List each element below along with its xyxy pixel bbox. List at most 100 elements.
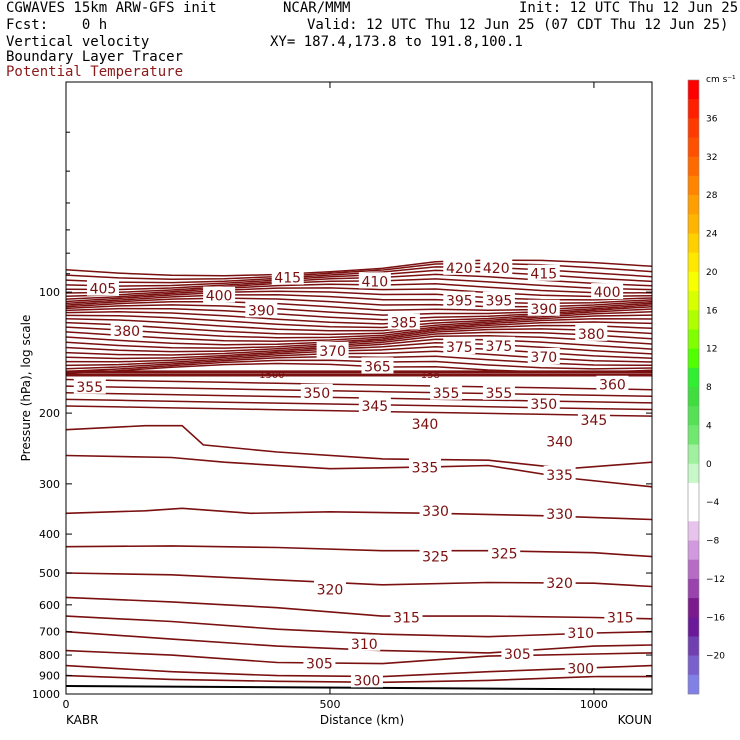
- theta-contour-line: [65, 317, 653, 336]
- contour-label: 315: [607, 610, 634, 626]
- contour-label: 310: [567, 626, 594, 642]
- contour-label-bg: [443, 338, 476, 355]
- theta-contour-line: [65, 385, 653, 398]
- contour-label: 390: [248, 303, 275, 319]
- org-label: NCAR/MMM: [283, 0, 351, 16]
- colorbar-swatch: [688, 617, 699, 637]
- colorbar-label: −20: [706, 652, 725, 662]
- contour-label-bg: [73, 377, 106, 394]
- contour-label-bg: [604, 608, 637, 625]
- contour-label: 355: [433, 386, 460, 402]
- contour-label-bg: [408, 415, 441, 432]
- contour-label: 325: [491, 546, 518, 562]
- contour-label-bg: [482, 383, 515, 400]
- colorbar-label: −16: [706, 613, 725, 623]
- contour-label-bg: [361, 357, 394, 374]
- colorbar-swatch: [688, 195, 699, 215]
- contour-label: 330: [546, 507, 573, 523]
- colorbar-label: 24: [706, 230, 718, 240]
- y-tick-label: 500: [39, 567, 60, 580]
- theta-contour-line: [65, 649, 653, 665]
- contour-label-bg: [300, 383, 333, 400]
- contour-label: 345: [361, 399, 388, 415]
- y-tick-label: 100: [39, 286, 60, 299]
- theta-contour-line: [65, 507, 653, 521]
- y-tick-label: 800: [39, 649, 60, 662]
- y-tick-label: 900: [39, 670, 60, 683]
- colorbar-swatch: [688, 482, 699, 503]
- contour-label-bg: [313, 580, 346, 597]
- contour-label-bg: [271, 268, 304, 285]
- colorbar-swatch: [688, 348, 699, 369]
- contour-label-bg: [482, 291, 515, 308]
- contour-label: 350: [303, 386, 330, 402]
- theta-contour-line: [65, 596, 653, 620]
- colorbar-swatch: [688, 521, 699, 541]
- contour-label-small: 158: [421, 370, 440, 381]
- contour-label-bg: [527, 264, 560, 281]
- contour-label-bg: [443, 258, 476, 275]
- colorbar-swatch: [688, 406, 699, 426]
- contour-label-bg: [430, 383, 463, 400]
- colorbar-swatch: [688, 655, 699, 676]
- contour-label-bg: [408, 458, 441, 475]
- contour-label-bg: [316, 341, 349, 358]
- colorbar-swatch: [688, 137, 699, 158]
- x-tick-label: 0: [63, 698, 70, 711]
- colorbar-swatch: [688, 291, 699, 311]
- contour-label: 380: [113, 324, 140, 340]
- colorbar-swatch: [688, 118, 699, 138]
- colorbar-swatch: [688, 578, 699, 599]
- theta-contour-line: [65, 359, 653, 373]
- colorbar-label: 20: [706, 268, 718, 278]
- colorbar-swatch: [688, 214, 699, 234]
- contour-label: 315: [393, 610, 420, 626]
- colorbar-swatch: [688, 598, 699, 618]
- contour-label: 300: [567, 662, 594, 678]
- colorbar-swatch: [688, 271, 699, 292]
- contour-label: 310: [351, 637, 378, 653]
- surface-line: [65, 684, 653, 691]
- field-boundary-layer-tracer: Boundary Layer Tracer: [6, 49, 184, 65]
- contour-label-bg: [543, 432, 576, 449]
- contour-label-bg: [387, 313, 420, 330]
- colorbar-swatch: [688, 636, 699, 656]
- contour-label-bg: [577, 410, 610, 427]
- colorbar-frame: [687, 79, 700, 695]
- contour-label: 420: [446, 261, 473, 277]
- contour-label: 390: [530, 302, 557, 318]
- y-tick-label: 600: [39, 599, 60, 612]
- theta-contour-line: [65, 321, 653, 339]
- colorbar-swatch: [688, 252, 699, 273]
- contour-label: 395: [446, 294, 473, 310]
- contour-label: 355: [76, 380, 103, 396]
- contour-label: 360: [599, 378, 626, 394]
- contour-label: 340: [412, 417, 439, 433]
- contour-label-bg: [390, 608, 423, 625]
- contour-label: 345: [581, 413, 608, 429]
- theta-contour-line: [65, 290, 653, 303]
- theta-contour-line: [65, 630, 653, 654]
- contour-label-bg: [501, 644, 534, 661]
- contour-label-bg: [527, 299, 560, 316]
- contour-label: 395: [486, 294, 513, 310]
- colorbar-swatch: [688, 99, 699, 119]
- colorbar-swatch: [688, 463, 699, 484]
- contour-label: 370: [319, 344, 346, 360]
- contour-label: 410: [361, 274, 388, 290]
- contour-label: 415: [530, 267, 557, 283]
- contour-label: 400: [594, 285, 621, 301]
- y-tick-label: 300: [39, 478, 60, 491]
- contour-label: 365: [364, 359, 391, 375]
- theta-contour-line: [65, 259, 653, 277]
- contour-label-bg: [591, 283, 624, 300]
- contour-label-bg: [358, 272, 391, 289]
- theta-contour-line: [65, 328, 653, 346]
- colorbar-swatch: [688, 540, 699, 560]
- plot-frame: [65, 81, 653, 695]
- y-axis: 100 200 300 400 500 600 700 800 900 1000: [32, 131, 652, 701]
- colorbar-swatch: [688, 310, 699, 330]
- contour-label: 325: [422, 550, 449, 566]
- init-time: Init: 12 UTC Thu 12 Jun 25: [519, 0, 739, 16]
- contour-label: 400: [206, 289, 233, 305]
